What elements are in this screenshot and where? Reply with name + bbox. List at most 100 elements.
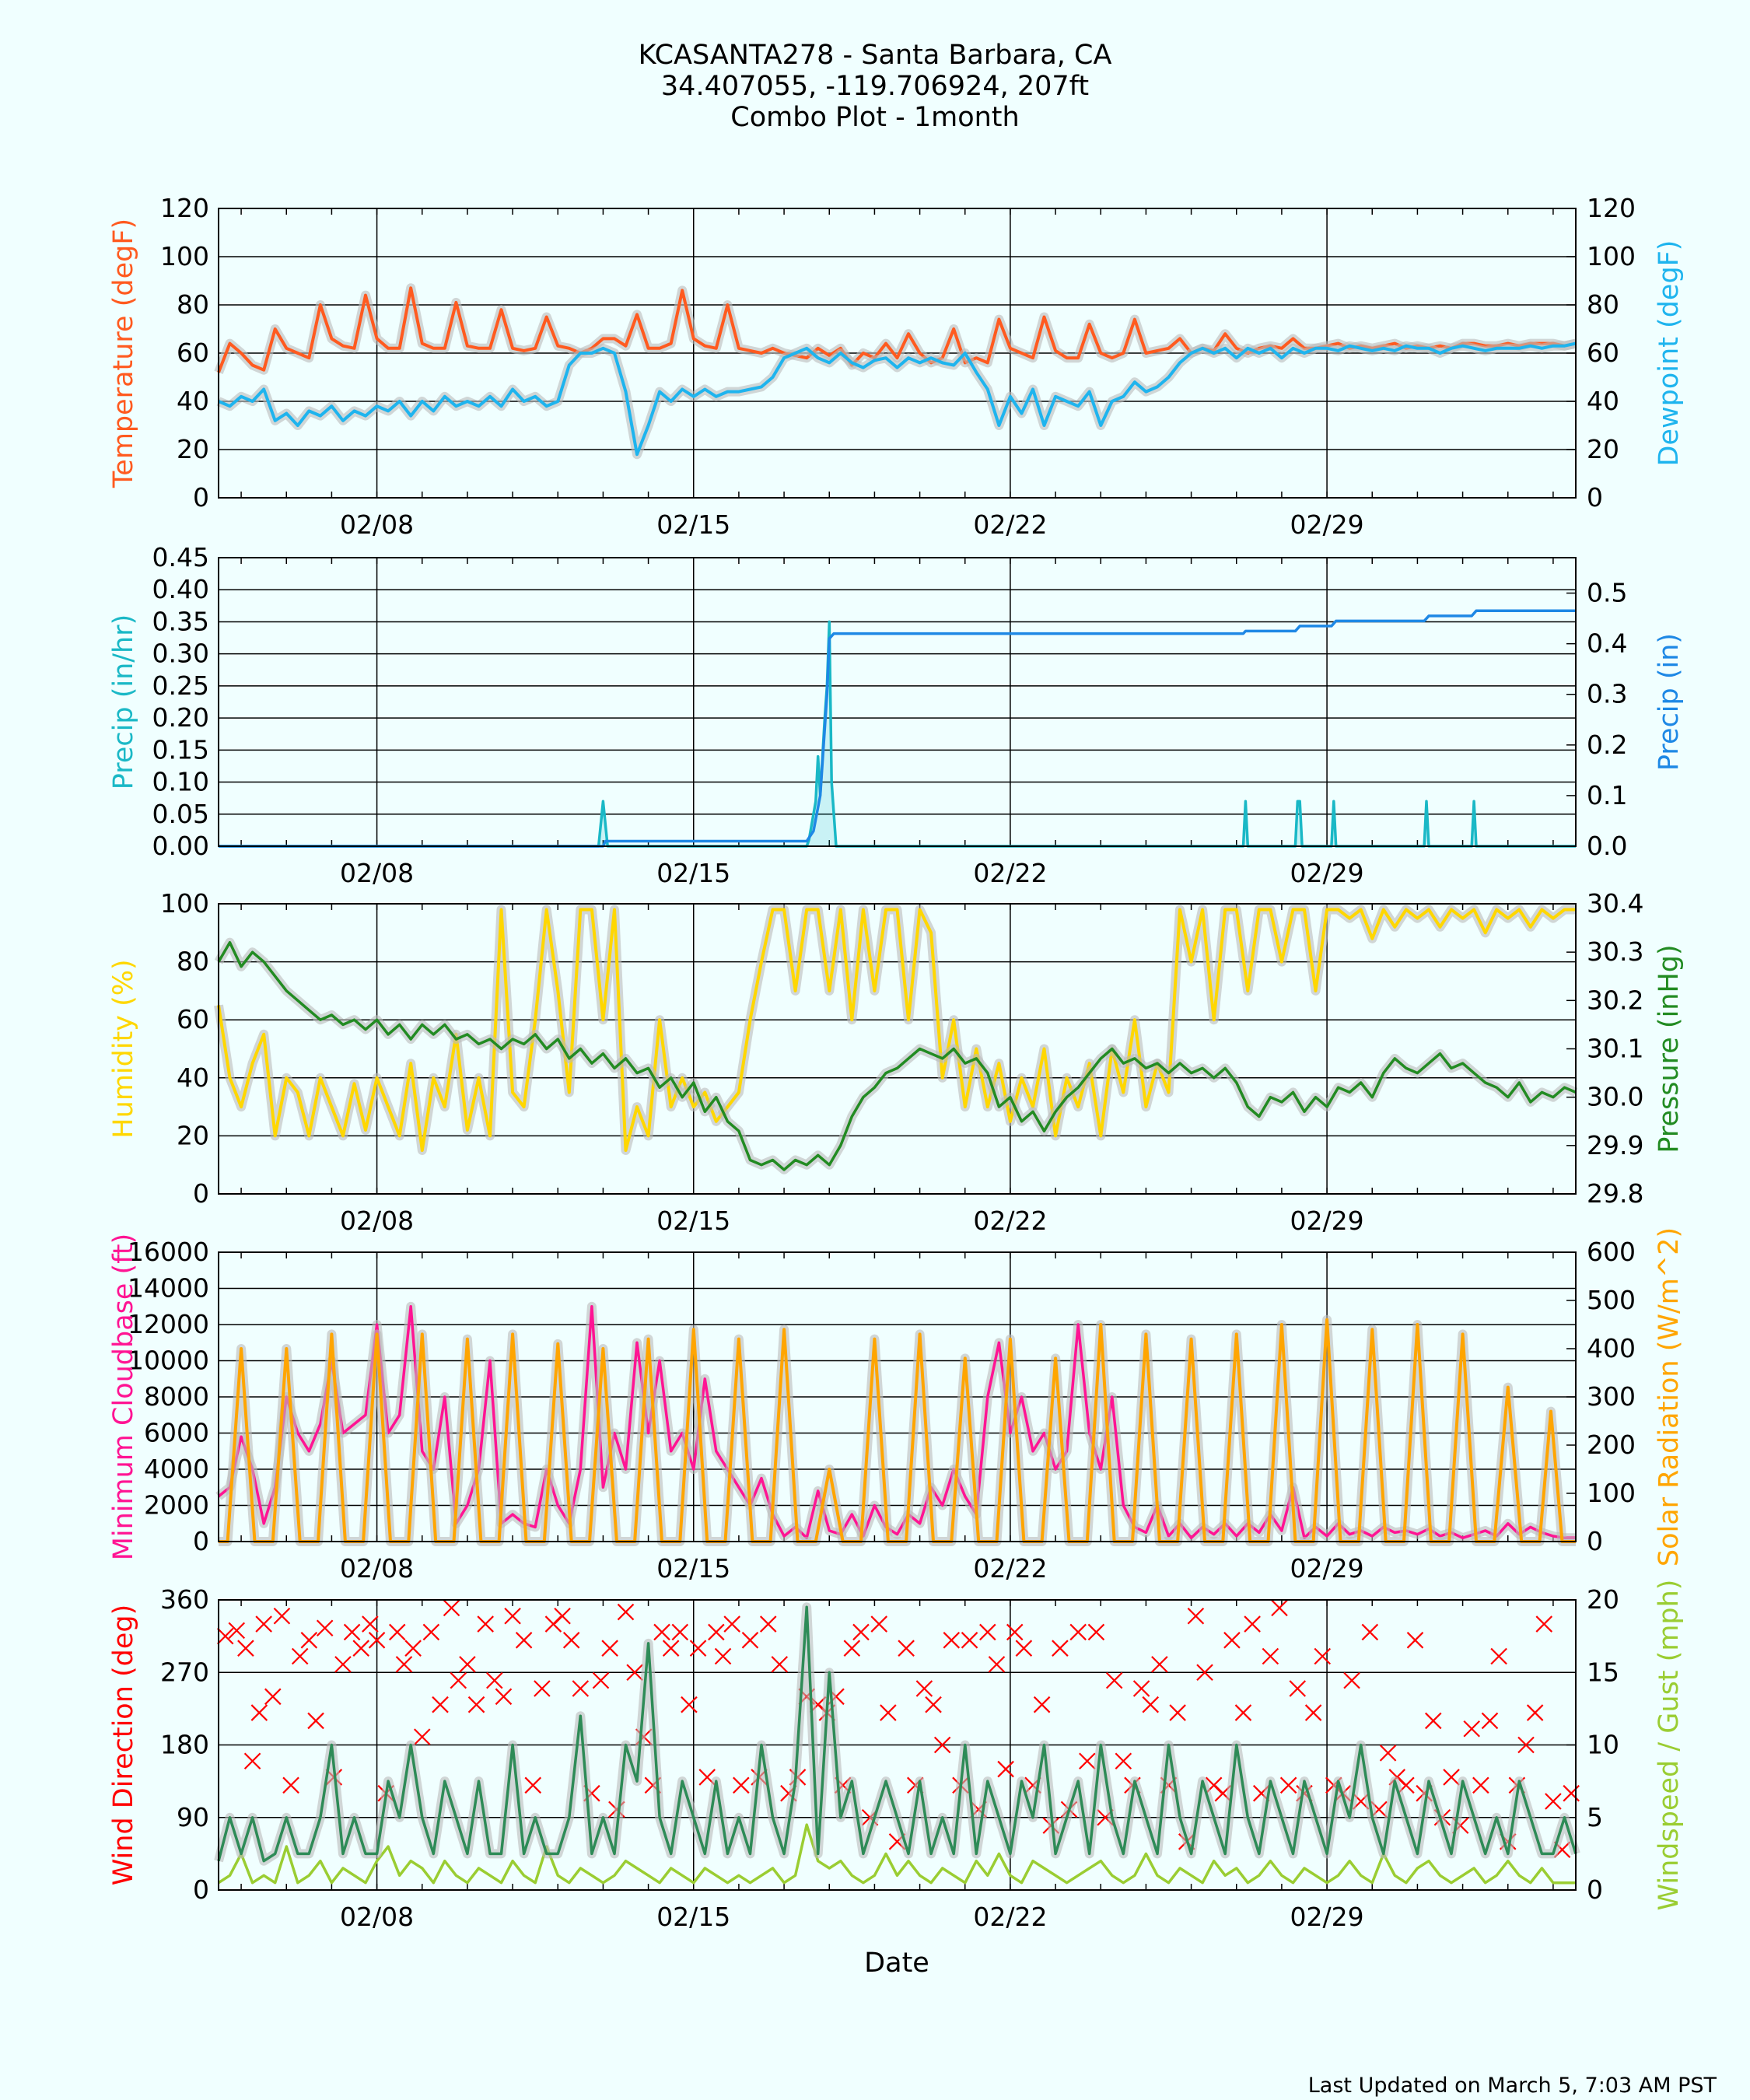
wind-direction-marker bbox=[1262, 1647, 1279, 1665]
right-tick-label: 0.3 bbox=[1587, 679, 1627, 709]
wind-direction-marker bbox=[852, 1623, 870, 1641]
right-tick-label: 0.0 bbox=[1587, 831, 1627, 861]
right-tick-label: 80 bbox=[1587, 289, 1619, 320]
right-tick-label: 500 bbox=[1587, 1285, 1636, 1315]
wind-direction-marker bbox=[1314, 1647, 1332, 1665]
right-tick-label: 30.1 bbox=[1587, 1034, 1643, 1064]
left-tick-label: 0 bbox=[193, 1874, 209, 1905]
right-tick-label: 60 bbox=[1587, 338, 1619, 368]
right-tick-label: 600 bbox=[1587, 1237, 1636, 1267]
panel-4: 0 2000 4000 6000 8000 10000 12000 14000 16000 0 10… bbox=[108, 1227, 1685, 1584]
left-tick-label: 2000 bbox=[144, 1490, 209, 1521]
wind-direction-marker bbox=[662, 1640, 680, 1657]
right-tick-label: 300 bbox=[1587, 1381, 1636, 1412]
wind-direction-marker bbox=[524, 1776, 542, 1794]
wind-direction-marker bbox=[681, 1696, 698, 1713]
left-tick-label: 16000 bbox=[128, 1237, 209, 1267]
wind-direction-marker bbox=[1006, 1623, 1024, 1641]
wind-direction-marker bbox=[943, 1632, 961, 1649]
right-tick-label: 0 bbox=[1587, 1526, 1603, 1556]
wind-direction-marker bbox=[671, 1623, 689, 1641]
wind-direction-marker bbox=[1142, 1696, 1160, 1713]
wind-direction-marker bbox=[925, 1696, 942, 1713]
right-tick-label: 100 bbox=[1587, 241, 1636, 271]
wind-direction-marker bbox=[1463, 1720, 1480, 1738]
left-tick-label: 20 bbox=[177, 1120, 209, 1150]
series-windspeed bbox=[218, 1823, 1576, 1885]
wind-direction-marker bbox=[1234, 1704, 1252, 1721]
wind-direction-marker bbox=[601, 1640, 618, 1657]
wind-direction-marker bbox=[300, 1632, 318, 1649]
series-dewpoint-degf bbox=[218, 341, 1577, 457]
wind-direction-marker bbox=[243, 1752, 261, 1769]
wind-direction-marker bbox=[477, 1615, 494, 1633]
wind-direction-marker bbox=[1279, 1776, 1297, 1794]
wind-direction-marker bbox=[961, 1632, 978, 1649]
series-precip-in bbox=[219, 609, 1576, 848]
wind-direction-marker bbox=[467, 1696, 485, 1713]
wind-direction-marker bbox=[1361, 1623, 1379, 1641]
wind-direction-marker bbox=[653, 1623, 670, 1641]
left-tick-label: 14000 bbox=[128, 1273, 209, 1304]
wind-direction-marker bbox=[1406, 1632, 1424, 1649]
right-tick-label: 100 bbox=[1587, 1478, 1636, 1508]
left-tick-label: 0.15 bbox=[152, 734, 209, 765]
wind-direction-marker bbox=[1087, 1623, 1105, 1641]
panel-1: 0 20 40 60 80 100 120 0 20 40 60 80 100 120 02/08 02/15… bbox=[108, 193, 1685, 540]
right-axis-label: Solar Radiation (W/m^2) bbox=[1654, 1227, 1685, 1566]
left-tick-label: 40 bbox=[177, 1062, 209, 1093]
chart-title-plot-type: Combo Plot - 1month bbox=[730, 102, 1019, 133]
right-tick-label: 20 bbox=[1587, 1584, 1619, 1615]
plot-frame bbox=[218, 1599, 1577, 1891]
left-tick-label: 0.30 bbox=[152, 639, 209, 669]
wind-direction-marker bbox=[504, 1607, 521, 1625]
x-tick-label: 02/08 bbox=[340, 1553, 414, 1584]
area-fill-precip-in-hr bbox=[219, 621, 1576, 846]
right-axis-label: Windspeed / Gust (mph) bbox=[1654, 1580, 1685, 1911]
wind-direction-marker bbox=[870, 1615, 888, 1633]
wind-direction-marker bbox=[291, 1647, 309, 1665]
right-tick-label: 200 bbox=[1587, 1430, 1636, 1460]
right-tick-label: 0.4 bbox=[1587, 628, 1627, 659]
last-updated-footer: Last Updated on March 5, 7:03 AM PST bbox=[1308, 2074, 1717, 2098]
series-minimum-cloudbase-ft bbox=[217, 1305, 1576, 1540]
right-tick-label: 0.5 bbox=[1587, 578, 1627, 608]
right-axis-label: Pressure (inHg) bbox=[1654, 944, 1685, 1153]
series-gust bbox=[217, 1605, 1577, 1863]
range-band-temperature-degf bbox=[214, 283, 1577, 375]
wind-direction-marker bbox=[1187, 1607, 1205, 1625]
plot-frame bbox=[218, 557, 1577, 847]
x-tick-label: 02/15 bbox=[656, 858, 730, 888]
x-tick-label: 02/22 bbox=[973, 1206, 1047, 1236]
wind-direction-marker bbox=[307, 1712, 324, 1730]
wind-direction-marker bbox=[741, 1632, 759, 1649]
left-tick-label: 0.20 bbox=[152, 702, 209, 733]
wind-direction-marker bbox=[572, 1680, 590, 1697]
x-tick-label: 02/08 bbox=[340, 1206, 414, 1236]
left-tick-label: 90 bbox=[177, 1802, 209, 1832]
left-tick-label: 120 bbox=[160, 193, 209, 223]
wind-direction-marker bbox=[450, 1671, 467, 1689]
wind-direction-marker bbox=[1115, 1752, 1132, 1769]
wind-direction-marker bbox=[422, 1623, 440, 1641]
x-tick-label: 02/29 bbox=[1290, 1902, 1364, 1932]
right-tick-label: 0.1 bbox=[1587, 780, 1627, 810]
wind-direction-marker bbox=[368, 1632, 386, 1649]
left-tick-label: 180 bbox=[160, 1730, 209, 1760]
wind-direction-marker bbox=[626, 1664, 643, 1682]
wind-direction-marker bbox=[534, 1680, 551, 1697]
wind-direction-marker bbox=[843, 1640, 861, 1657]
wind-direction-marker bbox=[404, 1640, 422, 1657]
left-tick-label: 0.25 bbox=[152, 670, 209, 701]
x-tick-label: 02/29 bbox=[1290, 1553, 1364, 1584]
wind-direction-marker bbox=[1425, 1712, 1442, 1730]
chart-title-coordinates: 34.407055, -119.706924, 207ft bbox=[661, 71, 1089, 102]
left-tick-label: 0 bbox=[193, 1178, 209, 1209]
wind-direction-marker bbox=[1079, 1752, 1096, 1769]
right-tick-label: 30.4 bbox=[1587, 888, 1643, 919]
right-tick-label: 29.9 bbox=[1587, 1130, 1643, 1160]
x-tick-label: 02/08 bbox=[340, 1902, 414, 1932]
wind-direction-marker bbox=[880, 1704, 897, 1721]
left-tick-label: 360 bbox=[160, 1584, 209, 1615]
wind-direction-marker bbox=[771, 1656, 789, 1673]
